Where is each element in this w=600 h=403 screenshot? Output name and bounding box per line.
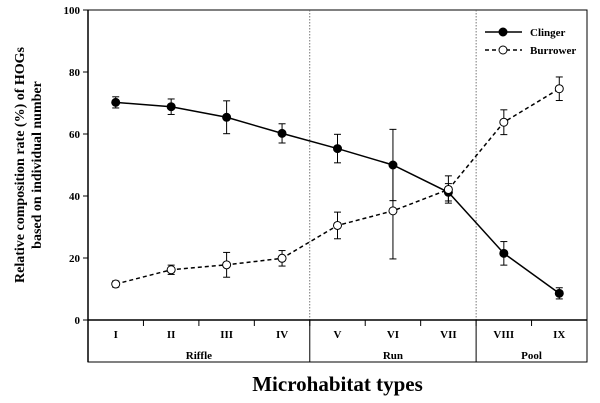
data-point bbox=[111, 279, 121, 289]
plot-area bbox=[87, 9, 588, 363]
group-label: Riffle bbox=[186, 350, 212, 362]
group-label: Run bbox=[383, 350, 403, 362]
data-point bbox=[388, 206, 398, 216]
x-tick-label: IX bbox=[553, 329, 565, 341]
legend-label: Burrower bbox=[530, 45, 576, 57]
data-point bbox=[333, 220, 342, 230]
data-point bbox=[166, 265, 176, 275]
data-point bbox=[277, 128, 287, 138]
y-axis-title: Relative composition rate (%) of HOGs bas… bbox=[13, 46, 45, 283]
series-line bbox=[115, 88, 560, 285]
y-tick-label: 40 bbox=[69, 191, 81, 203]
y-tick-label: 0 bbox=[75, 315, 81, 327]
data-point bbox=[222, 260, 232, 270]
y-axis-title-line: Relative composition rate (%) of HOGs bbox=[13, 46, 28, 283]
legend-label: Clinger bbox=[530, 27, 566, 39]
data-point bbox=[499, 248, 509, 258]
x-tick-label: VIII bbox=[493, 329, 514, 341]
legend-marker bbox=[498, 27, 508, 37]
data-point bbox=[554, 288, 564, 298]
y-tick-label: 80 bbox=[69, 67, 81, 79]
x-tick-label: VI bbox=[387, 329, 399, 341]
series-layer bbox=[111, 76, 564, 300]
chart-frame bbox=[87, 9, 588, 363]
data-point bbox=[277, 253, 287, 263]
legend-marker bbox=[498, 45, 508, 55]
group-label: Pool bbox=[521, 350, 542, 362]
y-tick-label: 20 bbox=[69, 253, 81, 265]
series-line bbox=[115, 101, 560, 294]
series-burrower bbox=[111, 76, 564, 289]
x-axis-title: Microhabitat types bbox=[252, 372, 423, 396]
x-tick-label: II bbox=[167, 329, 176, 341]
x-tick-label: V bbox=[334, 329, 342, 341]
data-point bbox=[333, 144, 342, 154]
data-point bbox=[111, 97, 121, 107]
x-tick-label: I bbox=[114, 329, 118, 341]
data-point bbox=[443, 184, 453, 194]
legend: Clinger Burrower bbox=[485, 27, 576, 57]
data-point bbox=[554, 84, 564, 94]
x-tick-label: III bbox=[220, 329, 233, 341]
y-tick-label: 60 bbox=[69, 129, 81, 141]
x-tick-label: VII bbox=[440, 329, 457, 341]
data-point bbox=[499, 117, 509, 127]
y-axis-title-line: based on individual number bbox=[30, 81, 45, 249]
y-tick-label: 100 bbox=[64, 5, 81, 17]
data-point bbox=[166, 102, 176, 112]
x-tick-label: IV bbox=[276, 329, 288, 341]
data-point bbox=[222, 112, 232, 122]
